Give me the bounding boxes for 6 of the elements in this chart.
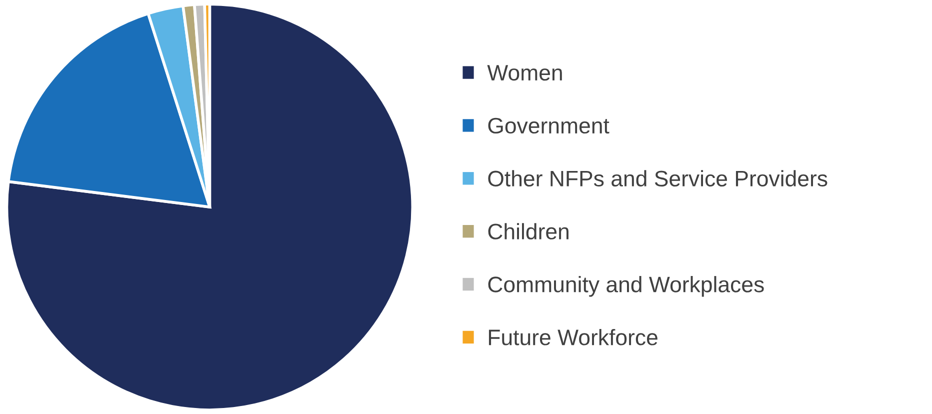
legend-label: Future Workforce: [488, 328, 658, 346]
legend-label: Children: [488, 223, 568, 240]
legend-label: Government: [488, 118, 610, 134]
legend-label: Other NFPs and Service Providers: [488, 170, 828, 186]
legend-label: Community and Workplaces: [488, 276, 764, 297]
legend-label: Women: [487, 65, 562, 81]
